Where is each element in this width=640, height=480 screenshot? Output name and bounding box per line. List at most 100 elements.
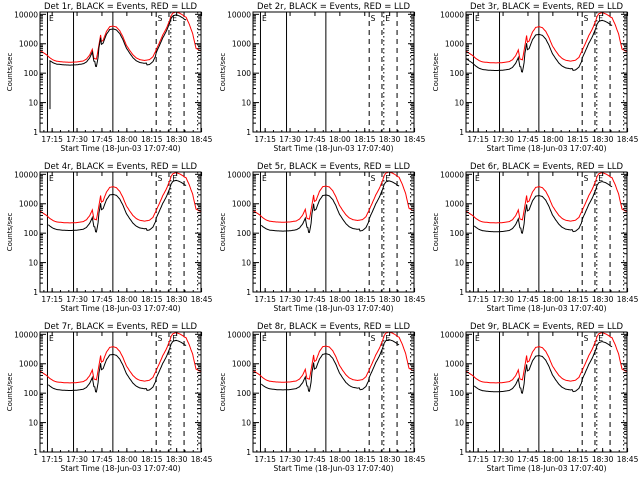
y-tick-label: 1000 [232,40,251,49]
x-tick-label: 18:00 [329,295,351,304]
marker-label-e: E [172,334,177,343]
y-tick-label: 1000 [445,200,464,209]
y-tick-label: 1 [459,448,464,457]
x-tick-label: 17:15 [254,135,276,144]
y-axis-label: Counts/sec [219,53,227,92]
x-tick-label: 17:45 [304,455,326,464]
x-tick-label: 18:00 [116,135,138,144]
y-tick-label: 1000 [445,360,464,369]
y-tick-label: 1000 [232,200,251,209]
x-tick-label: 18:15 [141,135,163,144]
events-series-line [47,179,187,233]
marker-label-e: E [385,174,390,183]
events-series-line [260,339,400,392]
y-tick-label: 1 [246,448,251,457]
panel-title: Det 3r, BLACK = Events, RED = LLD [470,2,624,12]
y-tick-label: 10000 [227,10,251,19]
x-tick-label: 18:15 [354,295,376,304]
x-tick-label: 18:30 [592,135,614,144]
marker-label-s: S [371,334,376,343]
y-axis-label: Counts/sec [219,373,227,412]
marker-label-s: S [371,14,376,23]
panel-title: Det 4r, BLACK = Events, RED = LLD [44,162,198,172]
y-tick-label: 100 [237,69,252,78]
marker-label-s: S [158,174,163,183]
events-series-line [260,180,400,234]
x-axis-label: Start Time (18-Jun-03 17:07:40) [274,304,394,313]
y-tick-label: 1 [459,288,464,297]
x-tick-label: 18:45 [191,295,213,304]
y-axis-label: Counts/sec [6,373,14,412]
x-tick-label: 18:30 [379,135,401,144]
plot-frame [39,171,202,293]
panel-title: Det 5r, BLACK = Events, RED = LLD [257,162,411,172]
x-tick-label: 18:15 [567,135,589,144]
y-tick-label: 10 [241,259,251,268]
x-tick-label: 17:30 [66,295,88,304]
y-axis-label: Counts/sec [432,373,440,412]
marker-label-s: S [158,14,163,23]
x-tick-label: 17:45 [91,295,113,304]
x-tick-label: 17:15 [254,295,276,304]
x-tick-label: 18:45 [617,295,639,304]
lld-series-line [253,172,414,223]
marker-label-s: S [371,174,376,183]
x-axis-label: Start Time (18-Jun-03 17:07:40) [487,144,607,153]
x-tick-label: 17:15 [467,455,489,464]
marker-label-e: E [262,334,267,343]
y-tick-label: 10000 [227,330,251,339]
y-axis-label: Counts/sec [432,53,440,92]
events-series-line [473,340,613,394]
marker-label-e: E [598,14,603,23]
marker-label-s: S [584,334,589,343]
y-tick-label: 1000 [19,200,38,209]
events-series-line [473,180,613,234]
lld-series-line [466,332,627,384]
lld-series-line [466,12,627,64]
y-tick-label: 1 [33,128,38,137]
x-tick-label: 18:00 [329,455,351,464]
panel-title: Det 2r, BLACK = Events, RED = LLD [257,2,411,12]
panel-title: Det 1r, BLACK = Events, RED = LLD [44,2,198,12]
x-tick-label: 18:30 [379,295,401,304]
x-tick-label: 17:30 [279,295,301,304]
panel-title: Det 6r, BLACK = Events, RED = LLD [470,162,624,172]
marker-label-e: E [262,14,267,23]
y-tick-label: 100 [24,69,39,78]
y-tick-label: 100 [24,389,39,398]
x-tick-label: 17:15 [41,135,63,144]
x-tick-label: 18:00 [116,455,138,464]
y-tick-label: 10000 [14,170,38,179]
y-axis-label: Counts/sec [219,213,227,252]
x-tick-label: 18:00 [542,455,564,464]
x-tick-label: 18:30 [592,455,614,464]
x-tick-label: 17:45 [517,455,539,464]
x-tick-label: 18:45 [404,295,426,304]
x-tick-label: 17:30 [279,455,301,464]
marker-label-s: S [584,14,589,23]
marker-label-e: E [475,334,480,343]
y-tick-label: 10 [454,259,464,268]
y-tick-label: 1 [246,288,251,297]
y-axis-label: Counts/sec [6,213,14,252]
y-tick-label: 100 [237,389,252,398]
y-axis-label: Counts/sec [6,53,14,92]
y-tick-label: 10000 [440,170,464,179]
x-tick-label: 17:15 [41,455,63,464]
x-tick-label: 17:45 [517,295,539,304]
events-series-line [466,19,613,73]
x-tick-label: 18:45 [404,455,426,464]
plot-frame [252,331,415,453]
y-tick-label: 1 [246,128,251,137]
marker-label-e: E [475,14,480,23]
plot-frame [39,331,202,453]
x-tick-label: 18:45 [617,455,639,464]
x-tick-label: 17:15 [467,295,489,304]
x-axis-label: Start Time (18-Jun-03 17:07:40) [274,144,394,153]
